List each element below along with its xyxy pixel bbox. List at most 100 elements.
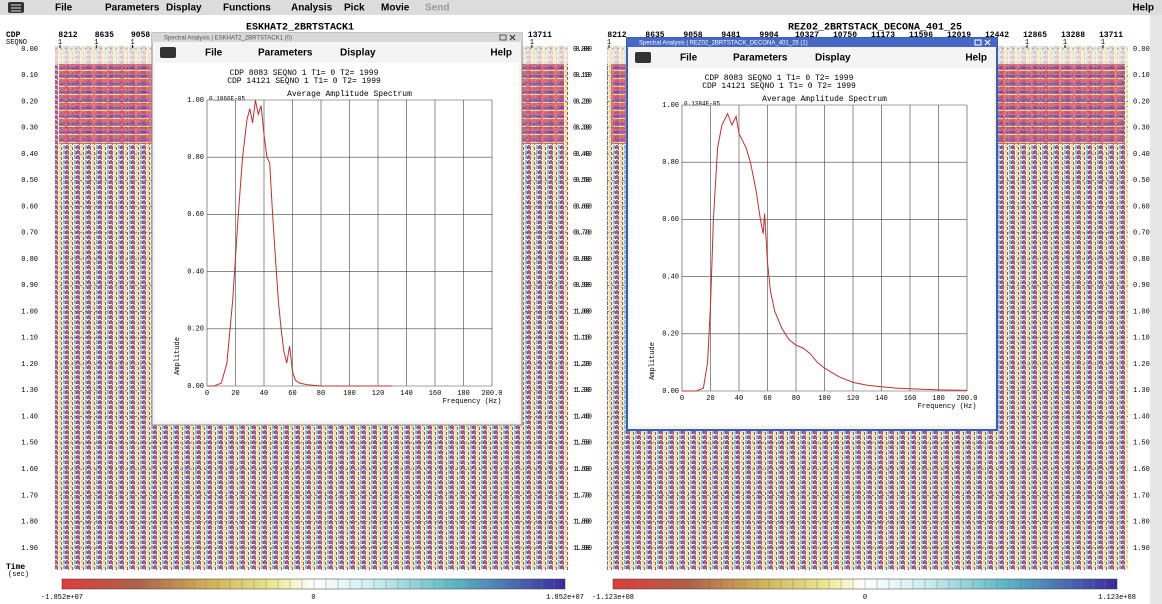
time-label: 0.40 [575, 151, 592, 159]
menu-item[interactable]: Parameters [105, 3, 160, 14]
cdp-label: 8635 [95, 31, 114, 40]
window-title: Spectral Analysis | REZ02_2BRTSTACK_DECO… [639, 41, 808, 47]
time-label: 1.40 [575, 413, 592, 421]
menu-item[interactable]: Analysis [291, 3, 333, 14]
window-menu-item[interactable]: Parameters [258, 48, 313, 59]
time-label: 1.30 [575, 387, 592, 395]
time-label: 1.70 [575, 492, 592, 500]
time-label: 0.70 [21, 230, 38, 238]
time-label: 0.80 [575, 256, 592, 264]
time-label: 1.10 [573, 335, 590, 343]
cdp-label: 12019 [947, 31, 971, 40]
menu-item[interactable]: Display [166, 3, 202, 14]
menu-item[interactable]: Pick [344, 3, 365, 14]
time-label: 0.50 [21, 177, 38, 185]
time-label: 0.90 [575, 282, 592, 290]
window-menu-item[interactable]: Display [340, 48, 376, 59]
x-tick-label: 160 [904, 395, 917, 403]
time-label: 1.20 [573, 361, 590, 369]
chart-title: Average Amplitude Spectrum [287, 90, 412, 99]
cdp-label: 13288 [1061, 31, 1085, 40]
x-tick-label: 120 [372, 390, 385, 398]
time-label: 0.30 [1133, 125, 1150, 133]
window-button[interactable] [974, 39, 982, 46]
time-label: 0.60 [573, 203, 590, 211]
y-tick-label: 0.40 [662, 273, 679, 281]
window-menu-item[interactable]: File [680, 53, 698, 64]
time-label: 1.60 [575, 466, 592, 474]
time-label: 0.80 [21, 256, 38, 264]
spectral-window: Spectral Analysis | REZ02_2BRTSTACK_DECO… [626, 37, 998, 431]
menu-item[interactable]: Movie [381, 3, 410, 14]
menu-item-disabled: Send [425, 3, 449, 14]
plot-panel [155, 63, 519, 421]
time-label: 0.10 [575, 72, 592, 80]
time-label: 0.40 [21, 151, 38, 159]
y-tick-label: 0.20 [662, 331, 679, 339]
menu-item[interactable]: File [55, 3, 73, 14]
x-tick-label: 60 [288, 390, 296, 398]
x-tick-label: 20 [706, 395, 714, 403]
x-tick-label: 100 [343, 390, 356, 398]
time-label: 1.00 [1133, 308, 1150, 316]
seqno-label: 1 [1063, 39, 1067, 47]
time-label: 1.70 [21, 492, 38, 500]
time-label: 1.30 [1133, 387, 1150, 395]
time-label: 1.80 [1133, 519, 1150, 527]
time-label: 0.90 [21, 282, 38, 290]
window-titlebar [152, 33, 522, 42]
time-label: 1.00 [21, 308, 38, 316]
window-menu-help[interactable]: Help [965, 53, 987, 64]
spectrum-line [682, 112, 968, 392]
y-tick-label: 0.60 [662, 216, 679, 224]
x-tick-label: 80 [317, 390, 325, 398]
seqno-label: 1 [1101, 39, 1105, 47]
trace-info: CDP 8083 SEQNO 1 T1= 0 T2= 1999 [705, 74, 854, 83]
time-label: 0.40 [1133, 151, 1150, 159]
time-label: 0.60 [21, 203, 38, 211]
time-label: 0.60 [1133, 203, 1150, 211]
time-label: 1.90 [575, 545, 592, 553]
time-label: 0.10 [21, 72, 38, 80]
cdp-label: 12865 [1023, 31, 1047, 40]
time-label: 0.20 [1133, 98, 1150, 106]
x-tick-label: 140 [400, 390, 413, 398]
cdp-label: 8212 [607, 31, 626, 40]
window-title: Spectral Analysis | ESKHAT2_2BRTSTACK1 (… [164, 36, 292, 42]
menu-item[interactable]: Functions [223, 3, 271, 14]
colorbar [61, 578, 566, 590]
time-label: 0.60 [575, 203, 592, 211]
cdp-label: 9904 [759, 31, 778, 40]
x-tick-label: 100 [818, 395, 831, 403]
x-tick-label: 80 [792, 395, 800, 403]
scale-note: 0.1866E-05 [209, 96, 245, 103]
window-button[interactable] [499, 34, 507, 41]
time-label: 0.20 [573, 98, 590, 106]
time-label: 1.80 [573, 519, 590, 527]
x-tick-label: 40 [735, 395, 743, 403]
menu-help[interactable]: Help [1132, 3, 1154, 14]
window-close[interactable] [984, 39, 991, 46]
cdp-label: 9058 [131, 31, 150, 40]
window-logo [635, 52, 651, 63]
window-menu-item[interactable]: File [205, 48, 223, 59]
cdp-label: 13711 [1099, 31, 1123, 40]
scrollbar[interactable] [1150, 15, 1162, 604]
time-label: 0.10 [573, 72, 590, 80]
colorbar-max: 1.123e+08 [1098, 594, 1136, 602]
time-label: 0.80 [1133, 256, 1150, 264]
y-tick-label: 0.80 [187, 154, 204, 162]
time-label: 1.10 [21, 335, 38, 343]
window-close[interactable] [509, 34, 516, 41]
time-label: 1.20 [21, 361, 38, 369]
section-title: ESKHAT2_2BRTSTACK1 [246, 23, 354, 34]
window-menu-item[interactable]: Parameters [733, 53, 788, 64]
x-tick-label: 0 [680, 395, 684, 403]
time-label: 1.90 [573, 545, 590, 553]
time-label: 1.50 [573, 440, 590, 448]
time-label: 0.70 [575, 230, 592, 238]
window-menu-help[interactable]: Help [490, 48, 512, 59]
window-menu-item[interactable]: Display [815, 53, 851, 64]
